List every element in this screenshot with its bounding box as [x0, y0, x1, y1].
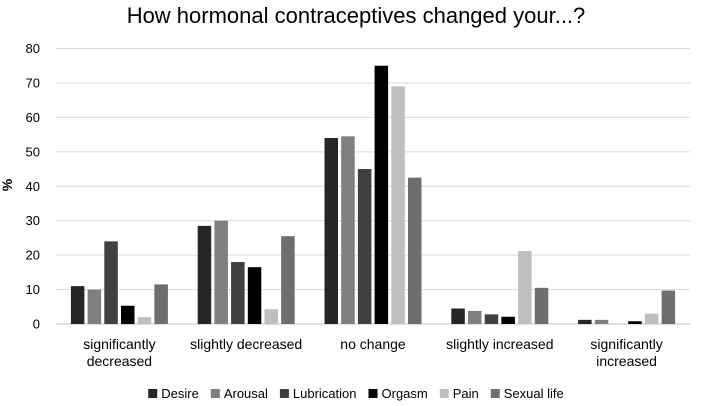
legend-swatch	[490, 389, 500, 398]
bar-sexual-life	[534, 287, 549, 324]
chart-title: How hormonal contraceptives changed your…	[127, 3, 586, 28]
legend-swatch	[148, 389, 158, 398]
bar-orgasm	[374, 65, 389, 324]
category-label: slightly decreased	[190, 336, 302, 352]
category-label: slightly increased	[446, 336, 553, 352]
category-label-line: significantly	[83, 336, 155, 352]
category-label-line: increased	[596, 353, 657, 369]
bar-arousal	[87, 289, 102, 324]
y-tick-label: 50	[26, 144, 40, 159]
category-label: no change	[340, 336, 406, 352]
y-tick-label: 60	[26, 110, 40, 125]
y-tick-label: 0	[33, 317, 40, 332]
y-tick-label: 10	[26, 282, 40, 297]
bar-desire	[70, 286, 85, 324]
bar-orgasm	[121, 305, 135, 324]
bar-lubrication	[484, 314, 499, 324]
bar-pain	[391, 86, 405, 324]
category-label-line: slightly increased	[446, 336, 553, 352]
bar-desire	[324, 138, 338, 324]
legend-swatch	[368, 389, 378, 398]
bar-desire	[451, 308, 465, 324]
bar-desire	[578, 319, 592, 324]
bar-lubrication	[104, 241, 118, 324]
bar-arousal	[594, 319, 609, 324]
legend-swatch	[210, 389, 220, 398]
bar-pain	[137, 317, 152, 324]
legend-label: Orgasm	[382, 386, 428, 401]
bar-arousal	[214, 220, 228, 324]
bar-sexual-life	[154, 284, 168, 324]
legend-swatch	[279, 389, 289, 398]
bar-orgasm	[247, 267, 262, 324]
category-label-line: decreased	[87, 353, 152, 369]
bar-orgasm	[501, 316, 515, 324]
bar-pain	[518, 250, 532, 324]
bar-sexual-life	[408, 177, 422, 324]
bar-pain	[644, 313, 659, 324]
bar-sexual-life	[661, 290, 676, 324]
y-axis-label: %	[0, 178, 15, 191]
bar-desire	[197, 225, 212, 324]
y-tick-label: 70	[26, 75, 40, 90]
y-tick-label: 40	[26, 179, 40, 194]
category-label-line: no change	[340, 336, 406, 352]
bar-lubrication	[231, 262, 245, 324]
y-tick-label: 30	[26, 213, 40, 228]
y-tick-label: 80	[26, 41, 40, 56]
category-label-line: significantly	[590, 336, 662, 352]
bar-pain	[264, 309, 278, 324]
bar-orgasm	[628, 321, 642, 324]
y-tick-labels: 0 10 20 30 40 50 60 70 80	[26, 41, 40, 332]
bar-arousal	[468, 310, 482, 324]
grid-lines	[56, 48, 690, 325]
legend-label: Desire	[161, 386, 199, 401]
legend-label: Arousal	[224, 386, 268, 401]
legend-label: Pain	[453, 386, 479, 401]
bars	[70, 65, 676, 324]
bar-sexual-life	[281, 236, 295, 324]
y-tick-label: 20	[26, 248, 40, 263]
category-label-line: slightly decreased	[190, 336, 302, 352]
legend: Desire Arousal Lubrication Orgasm Pain Sexual…	[148, 386, 564, 401]
legend-swatch	[439, 389, 449, 398]
bar-lubrication	[357, 169, 372, 324]
legend-label: Sexual life	[504, 386, 564, 401]
category-label: significantly decreased	[83, 336, 155, 369]
bar-arousal	[341, 136, 355, 324]
legend-label: Lubrication	[293, 386, 357, 401]
category-label: significantly increased	[590, 336, 662, 369]
